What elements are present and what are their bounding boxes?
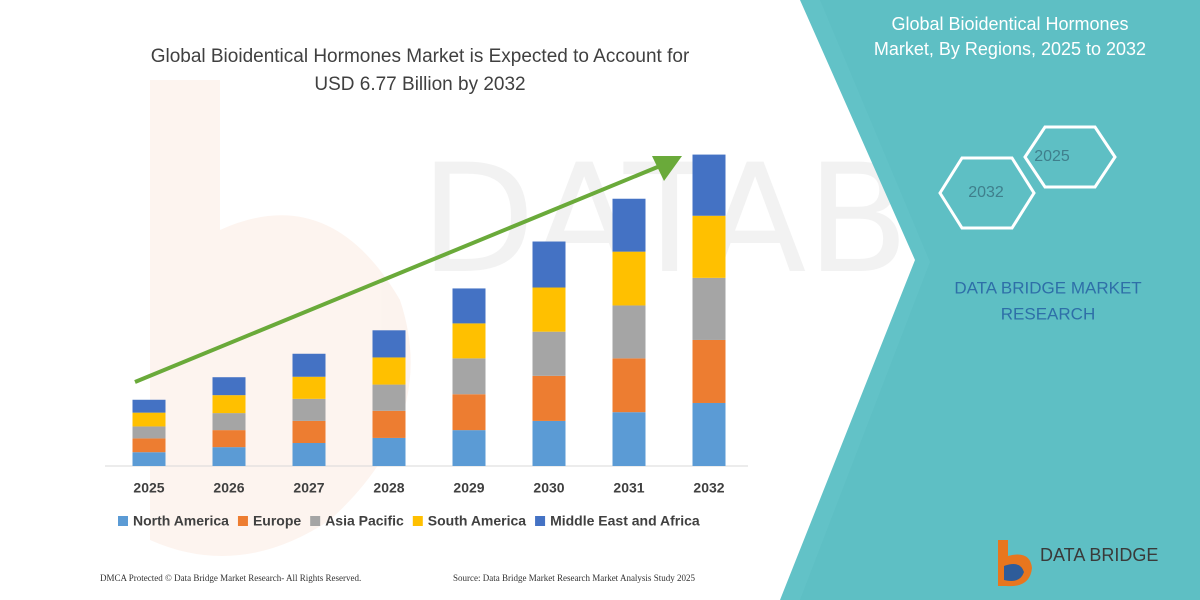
- logo: [998, 540, 1032, 587]
- bar-segment: [692, 339, 726, 403]
- bar-segment: [612, 251, 646, 306]
- bar-segment: [612, 198, 646, 252]
- x-tick-label: 2030: [533, 480, 564, 496]
- bar-segment: [532, 375, 566, 421]
- hexagon-label: 2032: [968, 184, 1004, 201]
- bar-segment: [292, 353, 326, 377]
- hexagon-label: 2025: [1034, 148, 1070, 165]
- x-tick-label: 2028: [373, 480, 404, 496]
- bar-segment: [212, 430, 246, 448]
- bar-segment: [372, 437, 406, 466]
- chart-title: Global Bioidentical Hormones Market is E…: [151, 46, 690, 67]
- bar-segment: [692, 402, 726, 466]
- bar-segment: [532, 287, 566, 332]
- bar-segment: [612, 305, 646, 359]
- bar-segment: [292, 420, 326, 443]
- x-tick-label: 2025: [133, 480, 164, 496]
- bar-segment: [612, 412, 646, 466]
- bar-segment: [132, 399, 166, 413]
- trend-arrowhead: [652, 156, 682, 181]
- x-tick-label: 2031: [613, 480, 644, 496]
- bar-segment: [372, 410, 406, 438]
- legend-label: Europe: [253, 513, 301, 529]
- bar-segment: [212, 413, 246, 431]
- bar-segment: [532, 241, 566, 288]
- chart-title: USD 6.77 Billion by 2032: [314, 74, 525, 95]
- footer-left: DMCA Protected © Data Bridge Market Rese…: [100, 573, 361, 583]
- bar-segment: [292, 376, 326, 399]
- legend-label: Middle East and Africa: [550, 513, 700, 529]
- bar-segment: [132, 426, 166, 439]
- legend-label: Asia Pacific: [325, 513, 404, 529]
- footer-right: Source: Data Bridge Market Research Mark…: [453, 573, 695, 583]
- bar-segment: [212, 377, 246, 396]
- bar-segment: [132, 412, 166, 427]
- hexagon: [938, 156, 1036, 230]
- legend-label: North America: [133, 513, 229, 529]
- bar-segment: [452, 358, 486, 395]
- legend-swatch: [535, 516, 546, 526]
- bar-segment: [132, 438, 166, 453]
- legend-label: South America: [428, 513, 526, 529]
- legend-swatch: [310, 516, 321, 526]
- legend-swatch: [412, 516, 423, 526]
- x-tick-label: 2026: [213, 480, 244, 496]
- trend-arrow: [134, 164, 661, 384]
- bar-segment: [452, 323, 486, 359]
- bar-segment: [452, 394, 486, 431]
- panel-heading: Market, By Regions, 2025 to 2032: [874, 39, 1146, 59]
- x-tick-label: 2027: [293, 480, 324, 496]
- bar-segment: [692, 215, 726, 278]
- bar-segment: [532, 420, 566, 466]
- bar-segment: [212, 395, 246, 414]
- bar-segment: [532, 331, 566, 376]
- bar-segment: [372, 357, 406, 385]
- bar-segment: [372, 330, 406, 358]
- hexagon: [1023, 125, 1117, 189]
- bar-segment: [452, 430, 486, 466]
- bar-segment: [372, 384, 406, 411]
- bar-segment: [292, 443, 326, 466]
- brand-text: DATA BRIDGE MARKET: [954, 278, 1141, 297]
- bar-segment: [132, 452, 166, 466]
- bar-segment: [292, 398, 326, 421]
- x-tick-label: 2032: [693, 480, 724, 496]
- bar-segment: [692, 154, 726, 216]
- legend-swatch: [118, 516, 128, 526]
- bar-segment: [612, 358, 646, 413]
- logo-text: DATA BRIDGE: [1040, 545, 1158, 565]
- x-tick-label: 2029: [453, 480, 484, 496]
- bar-segment: [692, 277, 726, 340]
- side-panel-shade: [800, 0, 1200, 600]
- bar-segment: [452, 288, 486, 324]
- panel-heading: Global Bioidentical Hormones: [891, 14, 1128, 34]
- brand-text: RESEARCH: [1001, 304, 1095, 323]
- bar-segment: [212, 447, 246, 466]
- legend-swatch: [237, 516, 248, 526]
